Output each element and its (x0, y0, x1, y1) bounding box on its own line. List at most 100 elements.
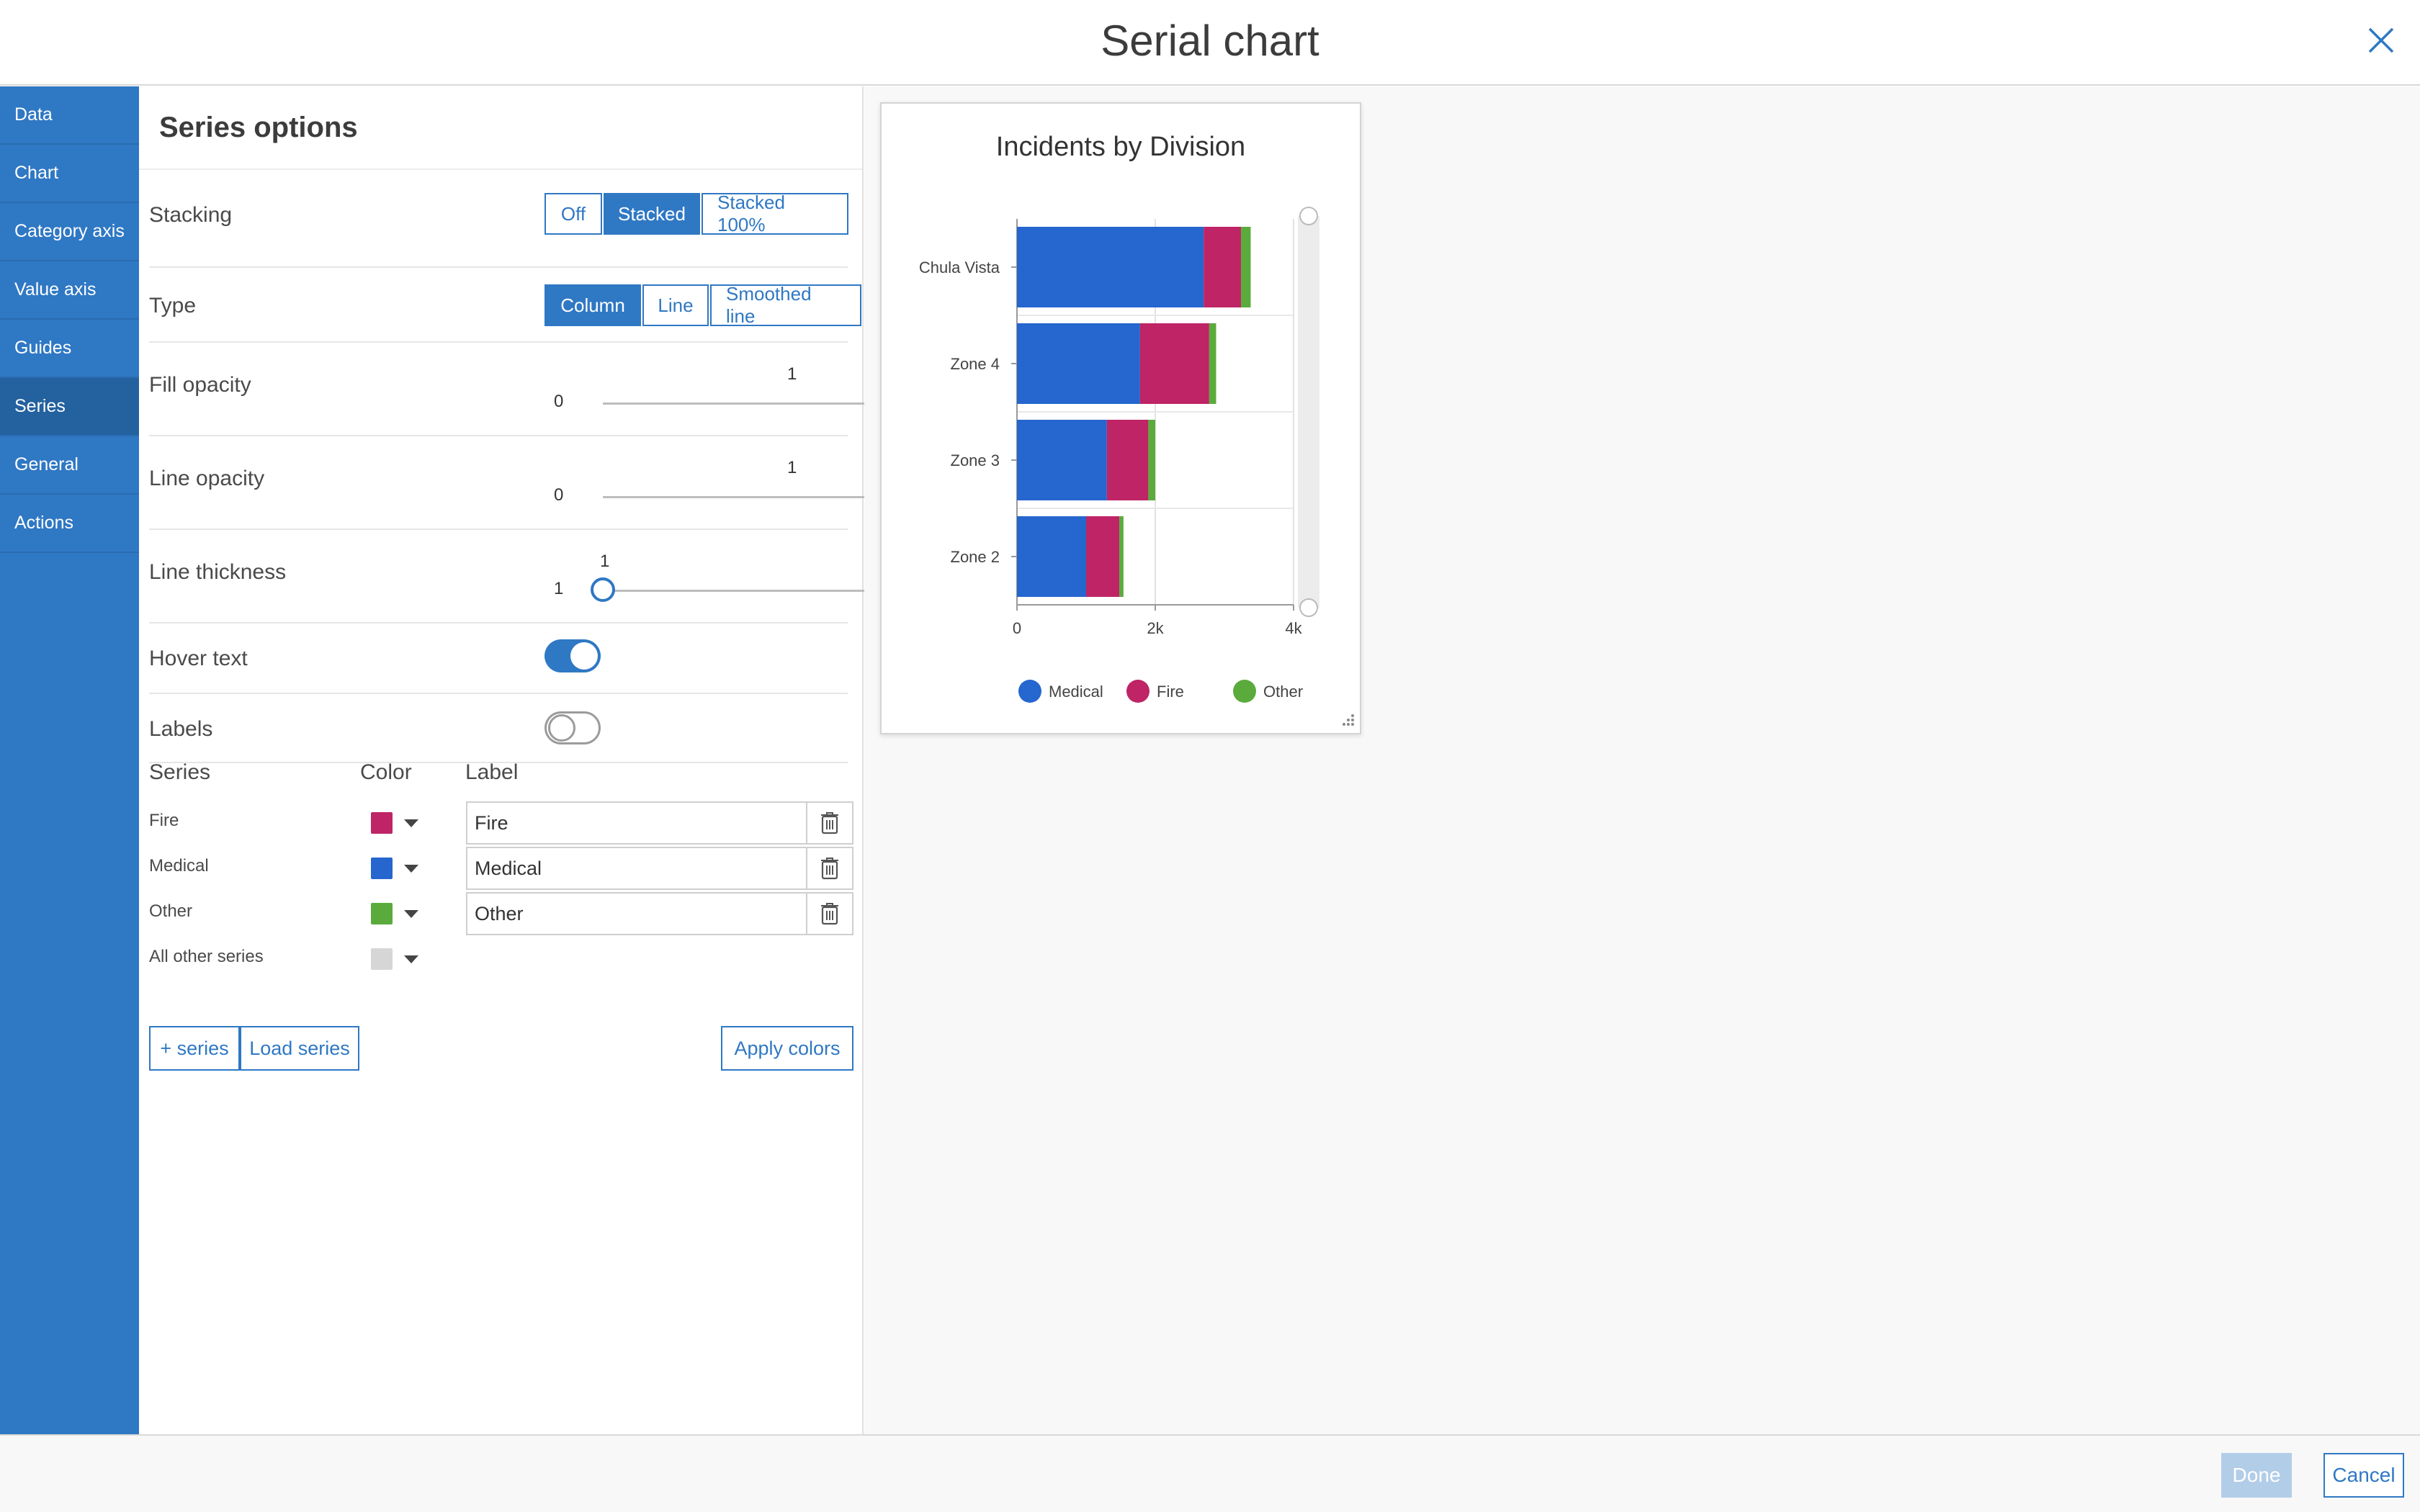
legend-label-other: Other (1263, 683, 1303, 701)
trash-icon[interactable] (807, 892, 853, 935)
dialog-footer: Done Cancel (0, 1434, 2420, 1512)
fill-opacity-track[interactable] (603, 402, 944, 405)
sidebar-item-general[interactable]: General (0, 436, 139, 495)
type-label: Type (149, 294, 197, 318)
scrollbar-handle-top (1299, 207, 1318, 225)
fill-opacity-value: 1 (787, 364, 797, 384)
series-label-input-medical[interactable] (466, 847, 807, 890)
line-thickness-row: Line thickness 1 1 10 (149, 530, 986, 624)
sidebar-item-data[interactable]: Data (0, 86, 139, 145)
close-icon[interactable] (2364, 23, 2398, 58)
chart-svg: Incidents by Division Chula Vista Zone 4 Z… (919, 132, 1354, 726)
x-tick-label: 2k (1147, 619, 1164, 637)
category-label: Chula Vista (919, 258, 1000, 276)
trash-icon[interactable] (807, 847, 853, 890)
type-line-button[interactable]: Line (642, 284, 709, 326)
sidebar: Data Chart Category axis Value axis Guid… (0, 86, 139, 1434)
line-opacity-track[interactable] (603, 496, 944, 498)
legend-label-medical: Medical (1049, 683, 1103, 701)
line-thickness-value: 1 (600, 552, 610, 571)
chevron-down-icon[interactable] (404, 819, 418, 827)
scrollbar-handle-bottom (1299, 598, 1318, 617)
bar-fire-zone-2 (1086, 516, 1120, 597)
type-column-button[interactable]: Column (544, 284, 641, 326)
labels-label: Labels (149, 717, 213, 741)
sidebar-item-guides[interactable]: Guides (0, 320, 139, 378)
stacking-label: Stacking (149, 203, 233, 227)
chevron-down-icon[interactable] (404, 955, 418, 963)
cancel-button[interactable]: Cancel (2323, 1453, 2404, 1498)
fill-opacity-row: Fill opacity 1 0 1 (149, 343, 983, 436)
bar-medical-zone-2 (1017, 516, 1086, 597)
line-thickness-label: Line thickness (149, 560, 287, 584)
bar-fire-zone-4 (1139, 323, 1209, 404)
apply-colors-button[interactable]: Apply colors (721, 1026, 853, 1071)
sidebar-item-value-axis[interactable]: Value axis (0, 261, 139, 320)
chart-scrollbar-track (1298, 216, 1319, 608)
type-segmented: Column Line Smoothed line (544, 283, 861, 327)
bar-other-zone-3 (1148, 420, 1155, 500)
resize-grip-icon[interactable] (1343, 714, 1354, 726)
color-swatch-fire[interactable] (371, 812, 393, 834)
chevron-down-icon[interactable] (404, 865, 418, 873)
sidebar-item-category-axis[interactable]: Category axis (0, 203, 139, 261)
series-label-input-other[interactable] (466, 892, 807, 935)
labels-toggle[interactable] (544, 711, 601, 744)
legend-label-fire: Fire (1157, 683, 1184, 701)
chart-preview-card: Incidents by Division Chula Vista Zone 4 Z… (880, 102, 1361, 734)
bar-fire-chula-vista (1204, 227, 1242, 307)
series-options-panel: Series options Stacking Off Stacked Stac… (139, 86, 986, 1434)
hover-text-toggle[interactable] (544, 639, 601, 672)
series-name-all-other: All other series (149, 947, 264, 966)
bar-other-zone-4 (1209, 323, 1216, 404)
legend-marker-medical (1018, 680, 1041, 703)
color-swatch-other[interactable] (371, 903, 393, 924)
stacking-row: Stacking Off Stacked Stacked 100% (149, 187, 848, 268)
dialog-header: Serial chart (0, 0, 2420, 86)
bar-other-chula-vista (1241, 227, 1251, 307)
fill-opacity-label: Fill opacity (149, 373, 251, 397)
stacking-stacked-100-button[interactable]: Stacked 100% (702, 192, 848, 235)
type-smoothed-line-button[interactable]: Smoothed line (710, 283, 861, 327)
load-series-button[interactable]: Load series (240, 1026, 359, 1071)
stacking-segmented: Off Stacked Stacked 100% (544, 192, 848, 235)
sidebar-item-series[interactable]: Series (0, 378, 139, 436)
color-swatch-all-other[interactable] (371, 948, 393, 970)
category-label: Zone 4 (951, 355, 1000, 373)
bar-medical-chula-vista (1017, 227, 1204, 307)
add-series-button[interactable]: + series (149, 1026, 240, 1071)
sidebar-item-chart[interactable]: Chart (0, 145, 139, 203)
trash-icon[interactable] (807, 801, 853, 845)
bar-medical-zone-4 (1017, 323, 1140, 404)
line-thickness-min: 1 (554, 579, 564, 598)
line-thickness-slider-thumb[interactable] (591, 577, 615, 602)
hover-text-row: Hover text (149, 624, 848, 694)
series-label-input-fire[interactable] (466, 801, 807, 845)
chevron-down-icon[interactable] (404, 910, 418, 918)
stacking-off-button[interactable]: Off (544, 193, 602, 235)
bar-medical-zone-3 (1017, 420, 1107, 500)
series-name-medical: Medical (149, 856, 209, 876)
line-opacity-value: 1 (787, 458, 797, 477)
category-label: Zone 3 (951, 451, 1000, 469)
color-swatch-medical[interactable] (371, 858, 393, 879)
x-tick-label: 0 (1013, 619, 1021, 637)
panel-title: Series options (159, 112, 358, 143)
legend-marker-fire (1126, 680, 1150, 703)
bar-other-zone-2 (1119, 516, 1124, 597)
legend-marker-other (1233, 680, 1256, 703)
sidebar-item-actions[interactable]: Actions (0, 495, 139, 553)
line-thickness-track[interactable] (603, 590, 944, 592)
stacking-stacked-button[interactable]: Stacked (604, 193, 700, 235)
line-opacity-row: Line opacity 1 0 1 (149, 436, 983, 530)
series-name-fire: Fire (149, 811, 179, 830)
hover-text-label: Hover text (149, 647, 248, 670)
chart-title: Incidents by Division (996, 132, 1245, 162)
line-opacity-min: 0 (554, 485, 564, 505)
done-button[interactable]: Done (2221, 1453, 2292, 1498)
type-row: Type Column Line Smoothed line (149, 268, 861, 343)
dialog-title: Serial chart (1101, 17, 1319, 65)
toggle-knob (548, 714, 575, 742)
bar-fire-zone-3 (1106, 420, 1149, 500)
x-tick-label: 4k (1285, 619, 1302, 637)
